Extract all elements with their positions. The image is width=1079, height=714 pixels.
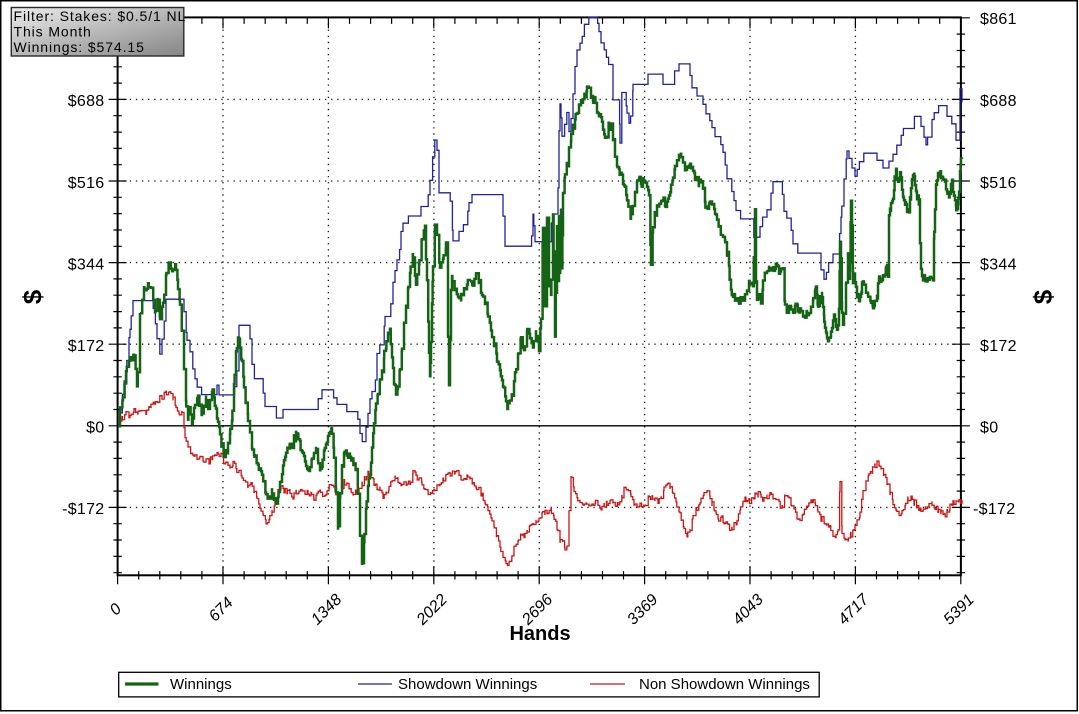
- svg-text:$0: $0: [980, 420, 998, 437]
- svg-text:$: $: [17, 289, 47, 304]
- svg-text:$516: $516: [68, 175, 105, 192]
- svg-text:Non Showdown Winnings: Non Showdown Winnings: [639, 676, 810, 693]
- svg-text:$516: $516: [980, 175, 1017, 192]
- svg-text:$688: $688: [980, 93, 1017, 110]
- svg-text:Hands: Hands: [509, 623, 570, 645]
- svg-text:$344: $344: [68, 256, 105, 273]
- svg-text:-$172: -$172: [62, 501, 104, 518]
- svg-text:$688: $688: [68, 93, 105, 110]
- svg-text:$: $: [1028, 289, 1058, 304]
- svg-text:$172: $172: [68, 338, 105, 355]
- svg-text:$0: $0: [86, 420, 104, 437]
- svg-text:$344: $344: [980, 256, 1017, 273]
- svg-text:This Month: This Month: [14, 23, 92, 39]
- svg-text:Showdown Winnings: Showdown Winnings: [398, 676, 537, 693]
- svg-text:-$172: -$172: [973, 501, 1015, 518]
- svg-text:Filter: Stakes: $0.5/1 NL: Filter: Stakes: $0.5/1 NL: [14, 8, 187, 24]
- svg-text:$172: $172: [980, 338, 1017, 355]
- svg-text:Winnings: $574.15: Winnings: $574.15: [14, 39, 145, 55]
- svg-text:Winnings: Winnings: [170, 676, 232, 693]
- svg-text:$861: $861: [980, 11, 1017, 28]
